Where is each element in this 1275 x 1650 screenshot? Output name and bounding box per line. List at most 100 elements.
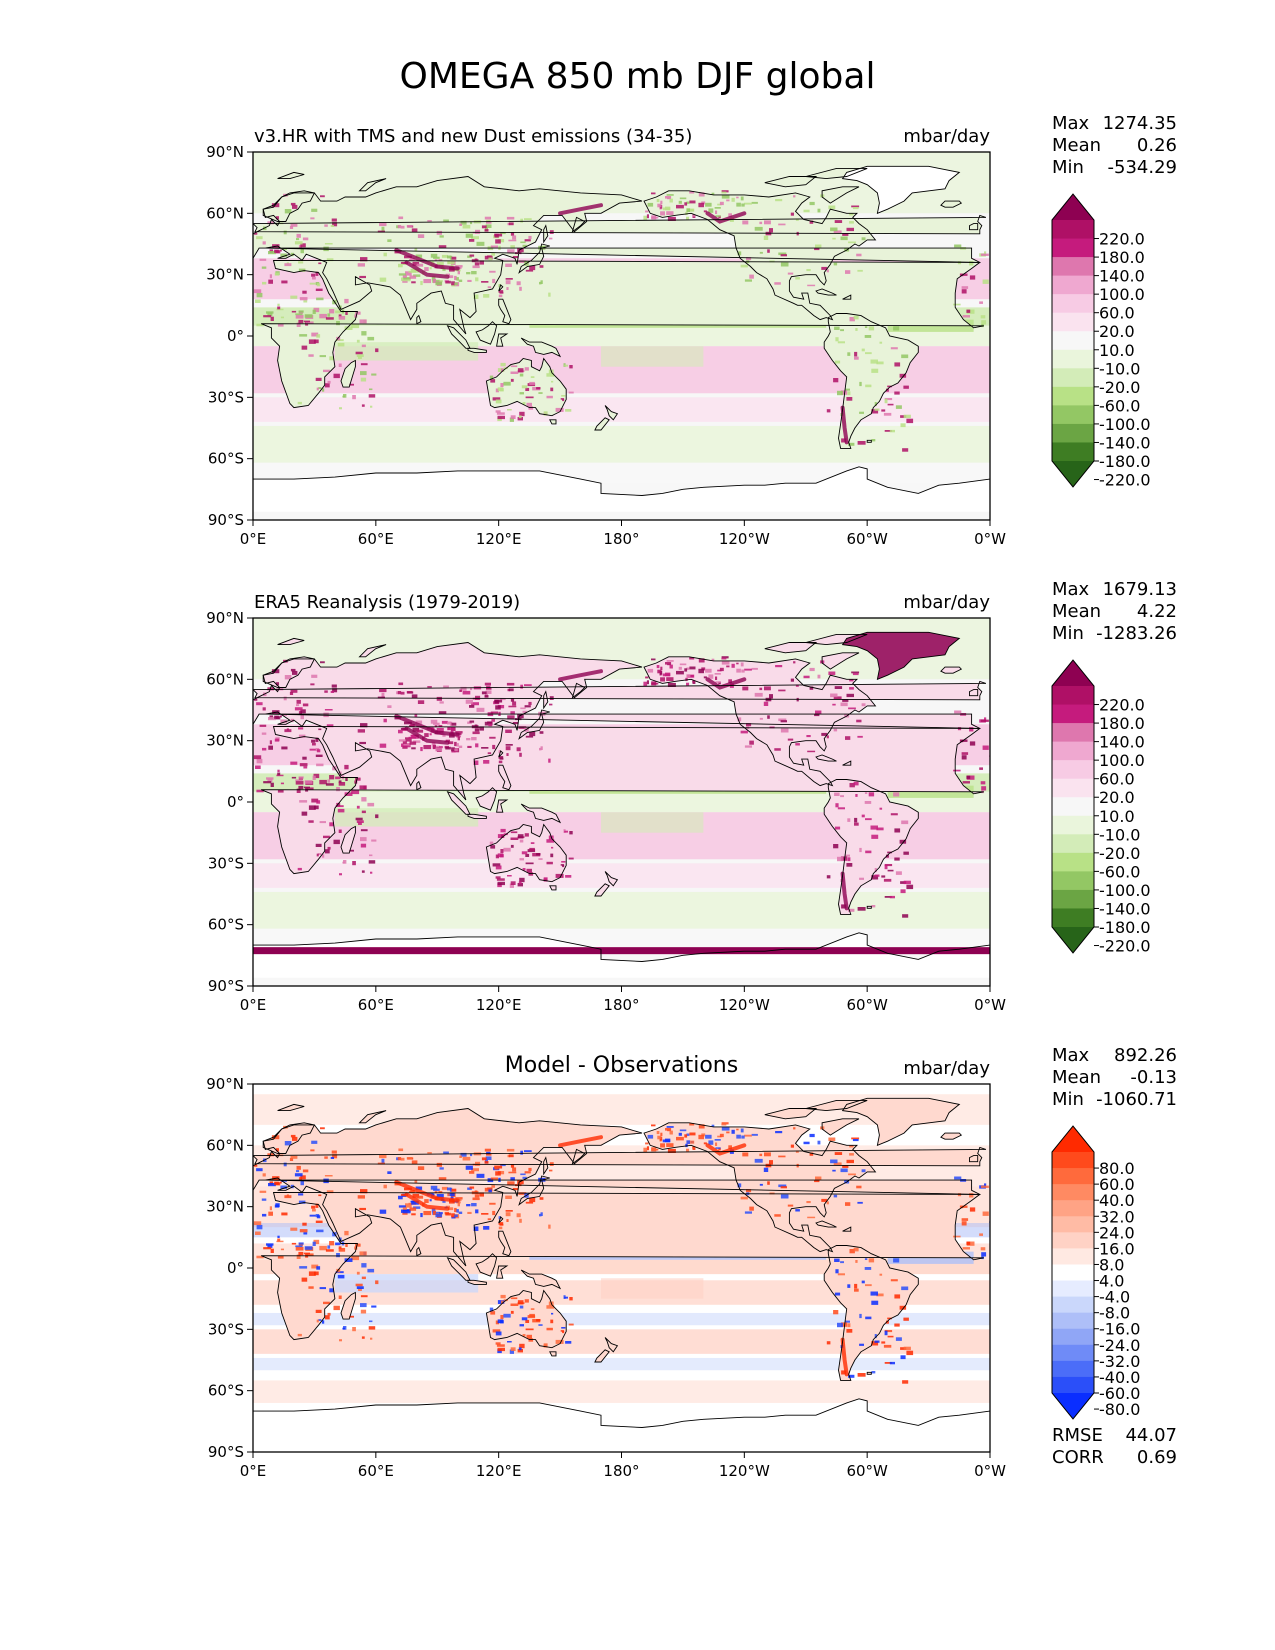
speckle <box>736 196 739 199</box>
speckle <box>409 1191 415 1193</box>
speckle <box>469 720 475 723</box>
speckle <box>355 1283 363 1287</box>
speckle <box>469 239 475 242</box>
speckle <box>555 407 564 412</box>
speckle <box>519 411 525 417</box>
speckle <box>355 817 363 821</box>
speckle <box>689 200 696 204</box>
speckle <box>255 1231 261 1235</box>
speckle <box>313 307 320 313</box>
land-eurasia <box>253 176 980 334</box>
speckle <box>548 1224 551 1229</box>
colorbar-label: 80.0 <box>1099 1159 1135 1178</box>
x-tick-label: 0°W <box>974 1462 1006 1480</box>
speckle <box>962 315 970 318</box>
speckle <box>279 249 282 252</box>
speckle <box>495 876 501 879</box>
speckle <box>969 727 974 732</box>
speckle <box>795 743 800 746</box>
coastline-hispaniola <box>842 1226 852 1232</box>
speckle <box>469 1186 475 1189</box>
speckle <box>840 702 848 707</box>
speckle <box>497 883 502 888</box>
speckle <box>300 1180 304 1186</box>
speckle <box>884 1330 888 1336</box>
speckle <box>870 825 878 830</box>
speckle <box>329 822 334 827</box>
speckle <box>539 731 544 734</box>
speckle <box>473 294 479 299</box>
speckle <box>358 822 362 825</box>
speckle <box>565 875 572 878</box>
speckle <box>370 405 373 408</box>
x-tick-label: 120°W <box>719 1462 770 1480</box>
colorbar-label: -100.0 <box>1099 415 1151 434</box>
land-falklands <box>867 1372 872 1375</box>
speckle <box>521 385 528 389</box>
speckle <box>456 269 461 272</box>
speckle <box>806 1201 811 1204</box>
stat-label: Min <box>1052 1089 1084 1110</box>
colorbar-segment <box>1052 834 1094 854</box>
speckle <box>261 732 267 735</box>
land-philippines <box>498 1231 511 1256</box>
speckle <box>507 409 512 411</box>
y-tick-label: 30°N <box>206 1198 244 1216</box>
coastline-uk <box>253 214 987 235</box>
coastline-madagascar <box>340 1291 356 1320</box>
speckle <box>318 1319 322 1321</box>
speckle <box>568 391 574 394</box>
speckle <box>497 705 505 709</box>
speckle <box>472 1197 480 1201</box>
land-borneo <box>476 321 497 345</box>
speckle <box>332 222 338 227</box>
speckle <box>413 274 421 277</box>
speckle <box>740 1196 748 1200</box>
speckle <box>336 787 340 792</box>
speckle <box>678 666 682 670</box>
speckle <box>338 829 342 833</box>
speckle <box>253 755 262 760</box>
speckle <box>497 1319 504 1324</box>
colorbar-segment <box>1052 815 1094 835</box>
speckle <box>540 746 543 750</box>
land-antarctica <box>253 1398 990 1444</box>
speckle <box>830 693 838 698</box>
speckle <box>510 881 516 885</box>
speckle <box>854 1288 859 1292</box>
speckle <box>874 868 877 873</box>
coastline-greenland <box>841 165 961 215</box>
speckle <box>508 1171 517 1174</box>
speckle <box>645 1142 649 1145</box>
speckle <box>684 1134 688 1138</box>
speckle <box>316 387 319 391</box>
speckle <box>294 707 303 711</box>
land-arabia_fix <box>324 1210 346 1242</box>
speckle <box>456 743 459 747</box>
speckle <box>401 277 404 281</box>
speckle <box>277 769 280 772</box>
speckle <box>848 1173 856 1176</box>
speckle <box>854 1283 858 1289</box>
speckle <box>847 1323 851 1328</box>
speckle <box>826 875 831 879</box>
speckle <box>368 1326 376 1330</box>
speckle <box>327 1245 331 1249</box>
stat-value: 4.22 <box>1137 601 1177 622</box>
land-newguinea <box>521 804 561 823</box>
speckle <box>454 275 457 281</box>
speckle <box>795 218 799 221</box>
speckle <box>519 1343 525 1349</box>
speckle <box>495 410 501 413</box>
speckle <box>546 395 553 399</box>
speckle <box>507 1181 515 1186</box>
land-madagascar <box>341 360 356 388</box>
y-tick-label: 30°S <box>208 388 244 406</box>
speckle <box>524 1299 529 1303</box>
speckle <box>501 834 504 838</box>
speckle <box>292 670 298 675</box>
speckle <box>455 265 463 268</box>
speckle <box>443 219 449 222</box>
speckle <box>429 733 432 736</box>
speckle <box>413 1206 421 1209</box>
